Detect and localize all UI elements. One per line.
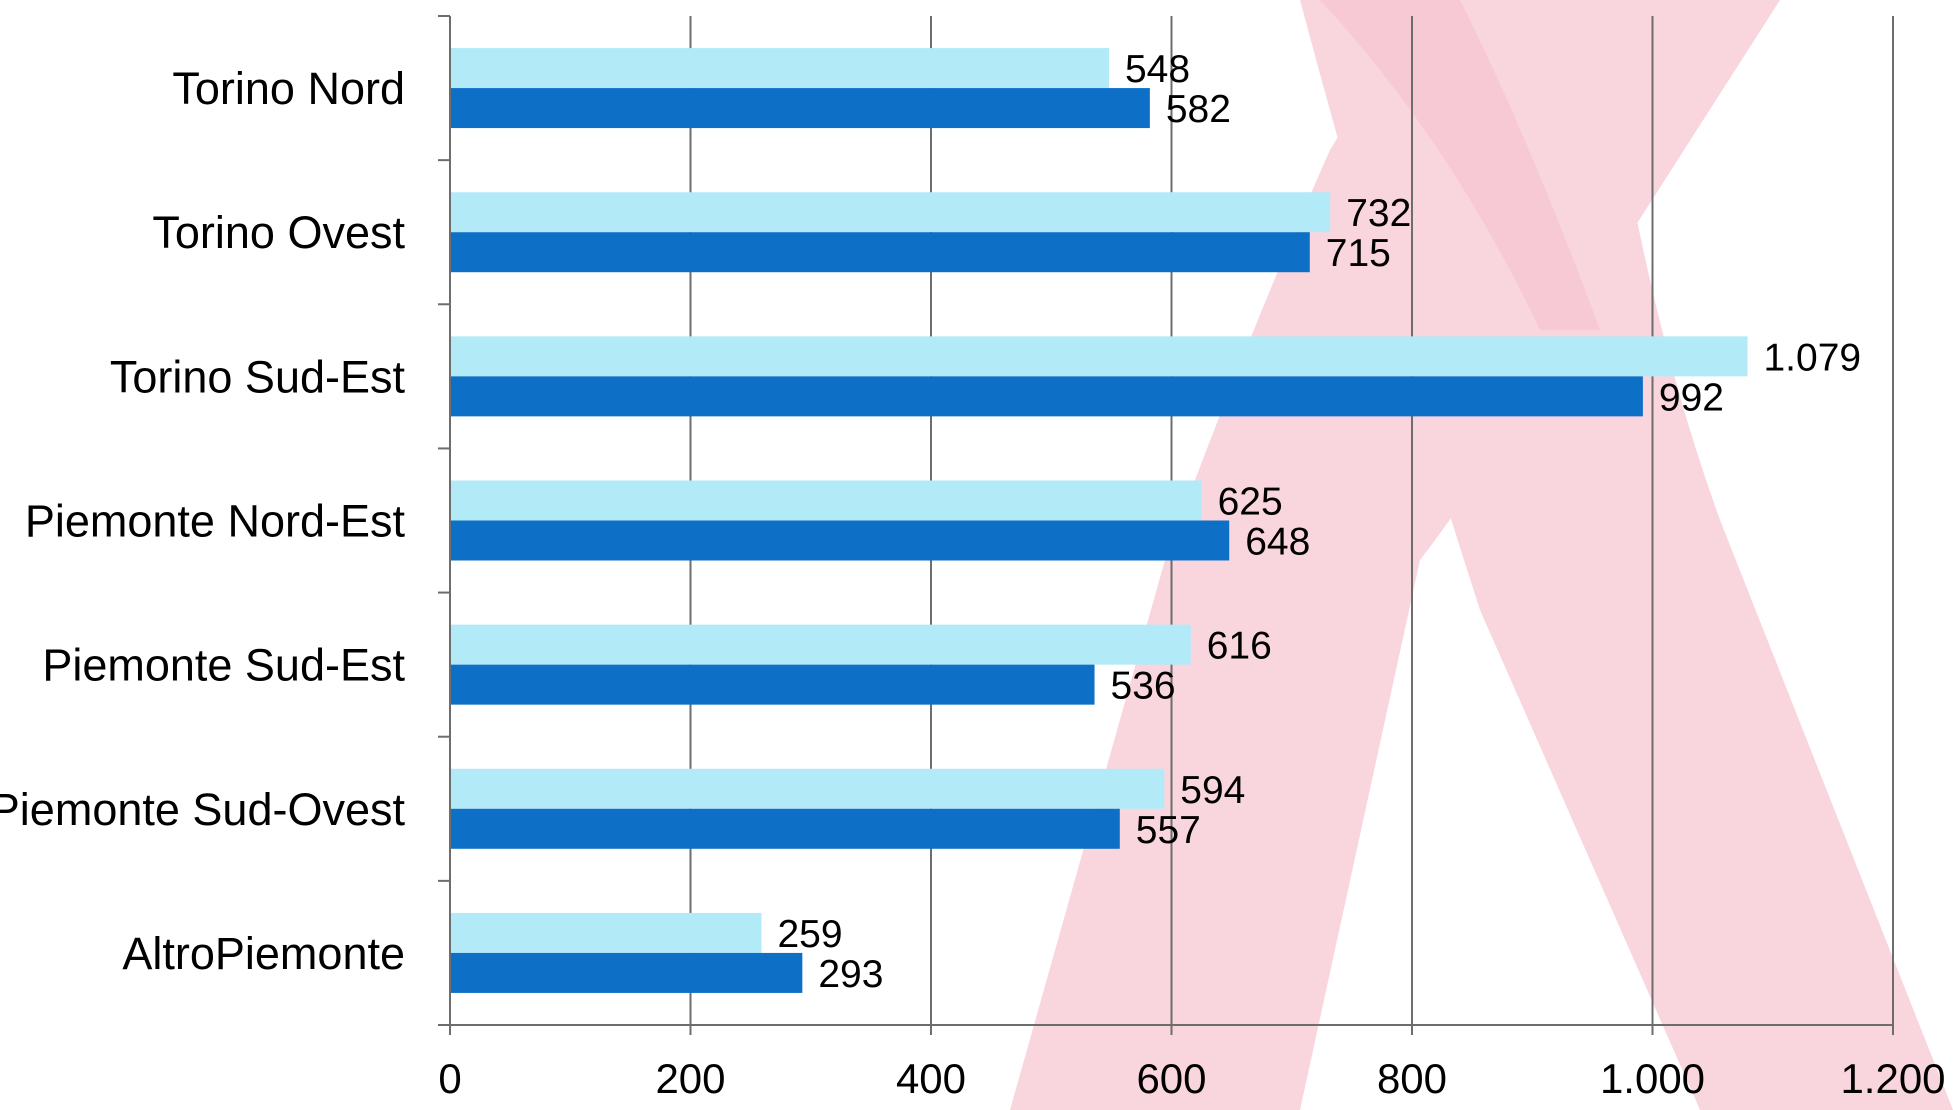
bar-series2-piemonte-sud-est bbox=[450, 664, 1095, 705]
data-label: 715 bbox=[1326, 232, 1391, 275]
data-label: 648 bbox=[1245, 521, 1310, 564]
x-tick-label: 200 bbox=[655, 1055, 725, 1102]
data-label: 557 bbox=[1136, 809, 1201, 852]
data-label: 732 bbox=[1346, 192, 1411, 235]
category-label: Piemonte Sud-Ovest bbox=[0, 784, 405, 835]
ribbon-right-strand bbox=[1300, 0, 1953, 1110]
bar-series1-piemonte-sud-ovest bbox=[450, 768, 1165, 809]
data-label: 594 bbox=[1180, 769, 1245, 812]
data-label: 582 bbox=[1166, 88, 1231, 131]
x-tick-label: 0 bbox=[438, 1055, 461, 1102]
category-label: Torino Nord bbox=[172, 63, 405, 114]
bar-series1-torino-ovest bbox=[450, 192, 1331, 233]
bar-series2-torino-nord bbox=[450, 88, 1150, 129]
data-label: 1.079 bbox=[1763, 336, 1861, 379]
bar-series1-torino-nord bbox=[450, 48, 1109, 89]
x-tick-label: 800 bbox=[1377, 1055, 1447, 1102]
background-ribbon bbox=[1010, 0, 1953, 1110]
bar-series2-piemonte-nord-est bbox=[450, 520, 1230, 561]
bar-series2-piemonte-sud-ovest bbox=[450, 808, 1120, 849]
category-label: Torino Ovest bbox=[152, 207, 405, 258]
x-tick-label: 1.200 bbox=[1840, 1055, 1945, 1102]
data-label: 293 bbox=[818, 953, 883, 996]
bar-series2-torino-ovest bbox=[450, 232, 1310, 273]
bar-series2-altropiemonte bbox=[450, 952, 803, 993]
x-tick-label: 600 bbox=[1136, 1055, 1206, 1102]
category-label: Piemonte Sud-Est bbox=[42, 640, 405, 691]
data-label: 625 bbox=[1218, 481, 1283, 524]
axes: 0 200 400 600 800 1.000 1.200 Torino Nord Torino… bbox=[0, 15, 1946, 1102]
category-label: Piemonte Nord-Est bbox=[25, 496, 406, 547]
data-label: 536 bbox=[1111, 665, 1176, 708]
bars bbox=[450, 48, 1748, 993]
data-label: 548 bbox=[1125, 48, 1190, 91]
bar-series1-piemonte-nord-est bbox=[450, 480, 1202, 521]
x-tick-label: 1.000 bbox=[1600, 1055, 1705, 1102]
bar-series1-torino-sud-est bbox=[450, 336, 1748, 377]
x-tick-label: 400 bbox=[896, 1055, 966, 1102]
category-label: Torino Sud-Est bbox=[110, 351, 406, 402]
bar-series2-torino-sud-est bbox=[450, 376, 1643, 417]
data-label: 259 bbox=[777, 913, 842, 956]
bar-series1-piemonte-sud-est bbox=[450, 624, 1191, 665]
category-label: AltroPiemonte bbox=[122, 928, 405, 979]
data-label: 992 bbox=[1659, 376, 1724, 419]
data-label: 616 bbox=[1207, 625, 1272, 668]
bar-series1-altropiemonte bbox=[450, 912, 762, 953]
ribbon-loop bbox=[1320, 0, 1600, 330]
